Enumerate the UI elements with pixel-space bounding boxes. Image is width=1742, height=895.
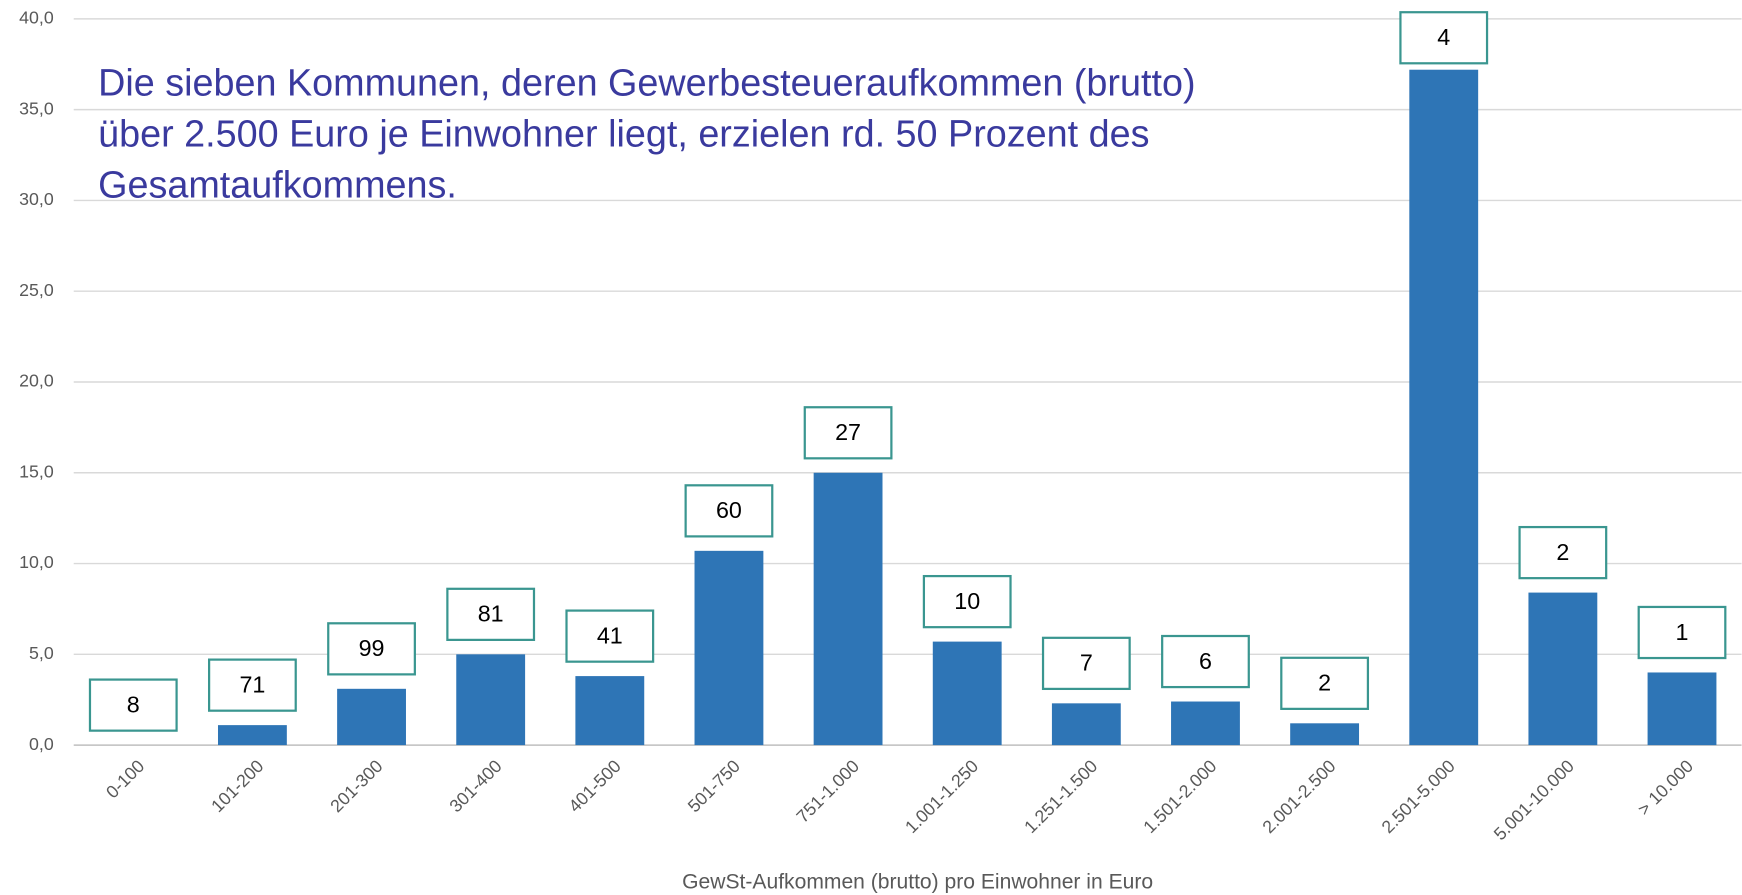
x-tick-label: 201-300 [326,756,386,816]
y-tick-label: 40,0 [19,8,54,28]
bar [813,472,883,746]
count-label-box [1161,634,1250,689]
x-axis-title: GewSt-Aufkommen (brutto) pro Einwohner i… [682,870,1153,893]
x-tick-label: 1.001-1.250 [901,756,982,837]
x-tick-label: 101-200 [207,756,267,816]
bar [932,641,1002,746]
count-label: 4 [1437,24,1450,50]
x-tick-label: 1.501-2.000 [1139,756,1220,837]
x-tick-label: > 10.000 [1634,756,1697,819]
count-label-box [1518,525,1608,580]
count-label: 41 [597,622,623,648]
count-label: 2 [1556,539,1569,565]
count-label-box [327,622,416,676]
bar [1171,701,1240,746]
x-tick-label: 2.501-5.000 [1378,756,1459,837]
count-label: 99 [359,635,385,661]
x-tick-label: 501-750 [684,756,744,816]
y-tick-label: 30,0 [19,189,54,209]
count-label: 1 [1676,619,1689,645]
bar [456,654,526,746]
x-tick-label: 5.001-10.000 [1490,756,1578,844]
bar [1051,703,1121,746]
count-label: 8 [127,691,140,717]
annotation-line: über 2.500 Euro je Einwohner liegt, erzi… [98,113,1149,155]
x-tick-label: 2.001-2.500 [1258,756,1339,837]
count-label-box [684,484,774,538]
bar [337,688,406,746]
count-label-box [88,678,178,732]
count-label-box [1280,656,1370,710]
x-tick-label: 1.251-1.500 [1020,756,1101,837]
count-label-box [1041,636,1131,691]
count-label-box [565,609,655,663]
count-label-box [803,406,893,460]
bar [1647,672,1717,746]
count-label-box [1637,605,1727,660]
x-tick-label: 0-100 [102,756,148,802]
bar [1409,69,1479,746]
y-tick-label: 15,0 [19,461,54,481]
bar [217,725,287,746]
y-tick-label: 10,0 [19,552,54,572]
bar [694,550,764,746]
annotation-line: Gesamtaufkommens. [98,164,457,206]
count-label: 10 [954,588,980,614]
y-tick-label: 25,0 [19,280,54,300]
count-label: 27 [835,419,861,445]
y-tick-label: 35,0 [19,98,54,118]
count-label-box [1399,11,1489,65]
count-label: 2 [1318,670,1331,696]
count-label-box [922,574,1012,629]
y-tick-label: 20,0 [19,371,54,391]
annotation-line: Die sieben Kommunen, deren Gewerbesteuer… [98,61,1195,103]
count-label: 7 [1080,650,1093,676]
x-tick-label: 401-500 [565,756,625,816]
x-tick-label: 301-400 [445,756,505,816]
bar [1290,723,1360,746]
bar [575,676,645,746]
y-tick-label: 0,0 [29,734,54,754]
count-label: 60 [716,497,742,523]
y-tick-label: 5,0 [29,643,54,663]
count-label: 6 [1199,648,1212,674]
count-label-box [207,658,297,712]
count-label: 71 [239,671,265,697]
count-label-box [446,587,536,641]
count-label: 81 [478,601,504,627]
x-tick-label: 751-1.000 [792,756,863,827]
bar [1528,592,1598,746]
